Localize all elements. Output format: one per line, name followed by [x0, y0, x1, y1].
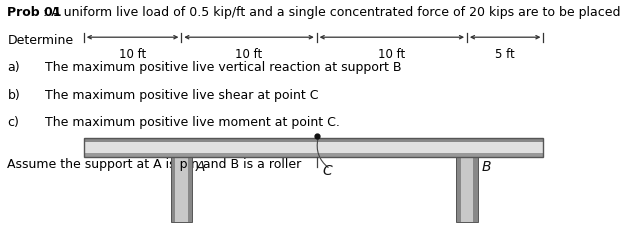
Text: Prob 01: Prob 01: [7, 6, 62, 19]
Text: 5 ft: 5 ft: [496, 48, 515, 61]
Bar: [473, 157, 478, 222]
Text: The maximum positive live moment at point C.: The maximum positive live moment at poin…: [45, 116, 340, 129]
Text: The maximum positive live shear at point C: The maximum positive live shear at point…: [45, 89, 318, 102]
Text: A: A: [196, 160, 205, 174]
Text: 10 ft: 10 ft: [235, 48, 263, 61]
Bar: [171, 157, 192, 222]
Bar: [171, 157, 175, 222]
Bar: [456, 157, 478, 222]
Bar: [456, 157, 478, 222]
Text: B: B: [481, 160, 491, 174]
Bar: [84, 138, 543, 157]
Text: 10 ft: 10 ft: [378, 48, 406, 61]
Bar: [456, 157, 461, 222]
Text: Determine: Determine: [7, 34, 73, 47]
Bar: [84, 153, 543, 157]
Text: 10 ft: 10 ft: [119, 48, 146, 61]
Text: b): b): [7, 89, 20, 102]
Bar: [171, 157, 192, 222]
Text: Assume the support at A is pin and B is a roller: Assume the support at A is pin and B is …: [7, 158, 302, 171]
Bar: [84, 142, 543, 153]
Text: a): a): [7, 61, 20, 74]
Text: The maximum positive live vertical reaction at support B: The maximum positive live vertical react…: [45, 61, 401, 74]
Text: c): c): [7, 116, 19, 129]
Text: : A uniform live load of 0.5 kip/ft and a single concentrated force of 20 kips a: : A uniform live load of 0.5 kip/ft and …: [43, 6, 621, 19]
Bar: [188, 157, 192, 222]
Text: C: C: [323, 164, 333, 178]
Bar: [84, 138, 543, 142]
Bar: [84, 138, 543, 157]
